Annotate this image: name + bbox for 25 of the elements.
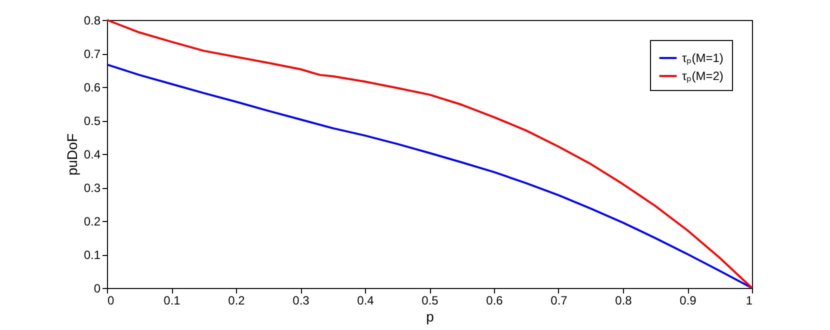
y-tick-label: 0.2 (84, 214, 101, 228)
y-tick-label: 0.3 (84, 181, 101, 195)
y-tick-label: 0.5 (84, 114, 101, 128)
y-tick-label: 0.8 (84, 14, 101, 28)
y-tick-label: 0.4 (84, 148, 101, 162)
y-axis-title: puDoF (64, 133, 80, 176)
line-series (106, 64, 753, 289)
x-tick-label: 1 (746, 294, 753, 308)
x-tick-label: 0.7 (550, 294, 568, 308)
x-tick-label: 0.9 (680, 294, 697, 308)
x-tick-label: 0.4 (357, 294, 374, 308)
legend-label: τₚ(M=1) (682, 51, 724, 65)
legend-label: τₚ(M=2) (682, 69, 724, 83)
x-tick-label: 0.2 (228, 294, 246, 308)
y-tick-label: 0.7 (84, 47, 101, 61)
y-tick-label: 0.1 (84, 248, 101, 262)
x-tick-label: 0.8 (615, 294, 632, 308)
y-tick-label: 0.6 (84, 80, 101, 94)
x-tick-label: 0.1 (164, 294, 181, 308)
x-axis-title: p (426, 308, 434, 324)
x-tick-label: 0.5 (422, 294, 439, 308)
x-tick-label: 0.3 (292, 294, 310, 308)
y-tick-label: 0 (94, 282, 101, 296)
x-tick-label: 0.6 (486, 294, 504, 308)
x-tick-label: 0 (108, 294, 114, 308)
